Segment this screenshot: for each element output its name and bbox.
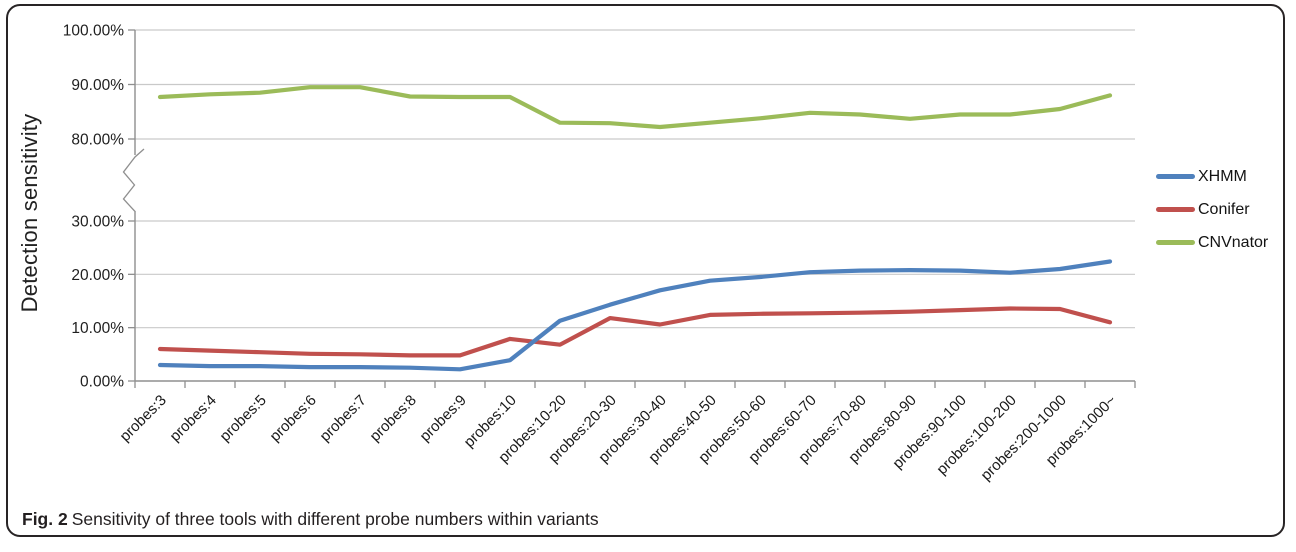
x-tick-label: probes:6 (267, 392, 320, 445)
series-line-conifer (157, 306, 1113, 358)
legend-line-swatch-xhmm (1156, 174, 1195, 179)
legend-line-swatch-cnvnator (1156, 240, 1195, 245)
series-line-xhmm (157, 259, 1113, 372)
y-axis-title: Detection sensitivity (17, 113, 42, 313)
y-tick-label: 20.00% (71, 267, 124, 284)
x-tick-label: probes:3 (117, 392, 170, 445)
legend-label-xhmm: XHMM (1198, 167, 1247, 185)
y-tick-label: 0.00% (80, 374, 124, 391)
y-tick-label: 90.00% (71, 77, 124, 94)
legend-label-conifer: Conifer (1198, 200, 1250, 218)
x-tick-label: probes:4 (167, 392, 220, 445)
legend-line-swatch-conifer (1156, 207, 1195, 212)
figure-caption: Fig. 2 Sensitivity of three tools with di… (22, 509, 1172, 530)
axis-break-zigzag (122, 148, 145, 213)
x-tick-label: probes:5 (217, 392, 270, 445)
y-tick-label: 30.00% (71, 214, 124, 231)
legend-item-conifer: Conifer (1156, 200, 1268, 219)
legend-item-cnvnator: CNVnator (1156, 233, 1268, 252)
x-tick-label: probes:8 (367, 392, 420, 445)
legend-item-xhmm: XHMM (1156, 167, 1268, 186)
y-tick-label: 10.00% (71, 320, 124, 337)
figure-number: Fig. 2 (22, 509, 68, 529)
x-tick-label: probes:200-1000 (978, 392, 1070, 484)
chart-legend: XHMM Conifer CNVnator (1156, 167, 1268, 252)
y-tick-label: 80.00% (71, 132, 124, 149)
figure-caption-text: Sensitivity of three tools with differen… (71, 509, 599, 529)
y-tick-label: 100.00% (63, 23, 124, 40)
legend-label-cnvnator: CNVnator (1198, 233, 1269, 251)
x-tick-label: probes:7 (317, 392, 370, 445)
series-line-cnvnator (157, 85, 1113, 130)
